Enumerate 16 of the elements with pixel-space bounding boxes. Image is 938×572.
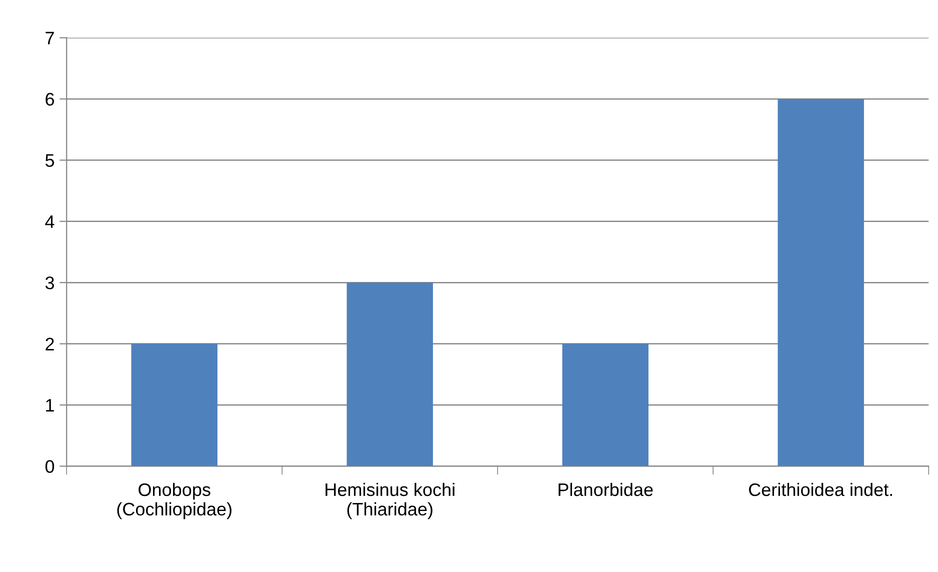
bar: [562, 344, 648, 466]
y-tick-label: 0: [45, 460, 54, 473]
bar: [346, 282, 433, 466]
y-tick-label: 2: [46, 338, 54, 350]
y-tick-label: 6: [46, 92, 54, 106]
y-tick-label: 3: [45, 276, 54, 290]
y-tick-label: 5: [45, 154, 54, 167]
y-tick-label: 7: [46, 32, 54, 44]
x-tick-label: Planorbidae: [558, 482, 653, 496]
x-tick-label: Cerithioidea indet.: [749, 482, 892, 496]
bar: [778, 98, 864, 466]
x-tick-label: Hemisinus kochi (Thiaridae): [326, 482, 454, 520]
y-tick-label: 4: [45, 215, 54, 228]
bar: [131, 344, 218, 466]
y-tick-label: 1: [46, 399, 54, 412]
x-tick-label: Onobops (Cochliopidae): [117, 482, 232, 520]
